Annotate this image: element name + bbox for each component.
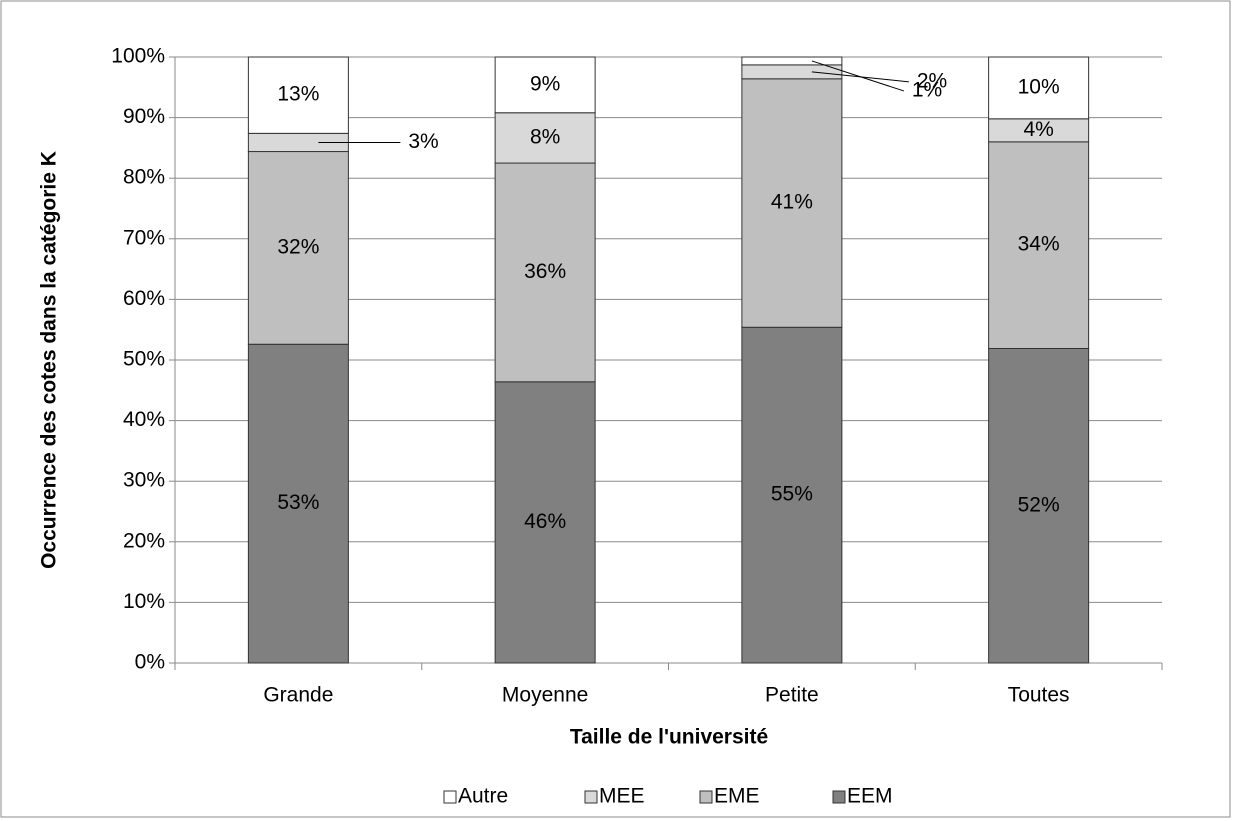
bar-segment	[741, 326, 843, 664]
data-label: 46%	[524, 510, 566, 533]
x-tick-label: Grande	[263, 684, 333, 707]
data-label: 13%	[277, 83, 319, 106]
data-label: 53%	[277, 491, 319, 514]
leader-line	[811, 60, 905, 92]
bar-segment	[741, 78, 843, 328]
data-label: 3%	[408, 130, 438, 153]
y-axis-title: Occurrence des cotes dans la catégorie K	[38, 151, 61, 569]
data-label: 32%	[277, 235, 319, 258]
x-tick-label: Petite	[765, 684, 819, 707]
data-label: 36%	[524, 260, 566, 283]
data-label: 9%	[530, 72, 560, 95]
bar-segment	[741, 56, 843, 66]
bar-segment	[494, 112, 596, 164]
bar-segment	[988, 56, 1090, 120]
legend-swatch	[443, 790, 457, 804]
data-label: 52%	[1018, 493, 1060, 516]
bar-segment	[988, 141, 1090, 349]
y-tick-label: 100%	[111, 45, 165, 68]
y-tick-label: 30%	[123, 469, 165, 492]
bar-segment	[247, 151, 349, 345]
bar-segment	[988, 347, 1090, 664]
legend-label: EEM	[847, 785, 893, 808]
bar-segment	[494, 381, 596, 664]
y-tick-label: 60%	[123, 287, 165, 310]
bar-segment	[247, 56, 349, 134]
legend-label: MEE	[599, 785, 645, 808]
data-label: 2%	[917, 69, 947, 92]
legend-label: Autre	[458, 785, 508, 808]
data-label: 10%	[1018, 75, 1060, 98]
y-tick-label: 70%	[123, 226, 165, 249]
y-tick-label: 50%	[123, 348, 165, 371]
data-label: 34%	[1018, 233, 1060, 256]
data-label: 8%	[530, 125, 560, 148]
y-tick-label: 90%	[123, 105, 165, 128]
x-axis-title: Taille de l'université	[570, 726, 768, 749]
legend-swatch	[699, 790, 713, 804]
y-tick-label: 10%	[123, 590, 165, 613]
y-tick-label: 40%	[123, 408, 165, 431]
bar-segment	[494, 162, 596, 383]
data-label: 55%	[771, 483, 813, 506]
data-label: 41%	[771, 191, 813, 214]
legend-swatch	[832, 790, 846, 804]
x-tick-label: Moyenne	[502, 684, 588, 707]
bar-segment	[741, 64, 843, 80]
y-tick-label: 0%	[135, 651, 165, 674]
bar-segment	[247, 343, 349, 664]
legend-label: EME	[714, 785, 760, 808]
y-tick-label: 20%	[123, 529, 165, 552]
data-label: 1%	[912, 78, 942, 101]
x-tick-label: Toutes	[1008, 684, 1070, 707]
bar-segment	[494, 56, 596, 114]
data-label: 4%	[1023, 118, 1053, 141]
y-tick-label: 80%	[123, 166, 165, 189]
legend-swatch	[584, 790, 598, 804]
